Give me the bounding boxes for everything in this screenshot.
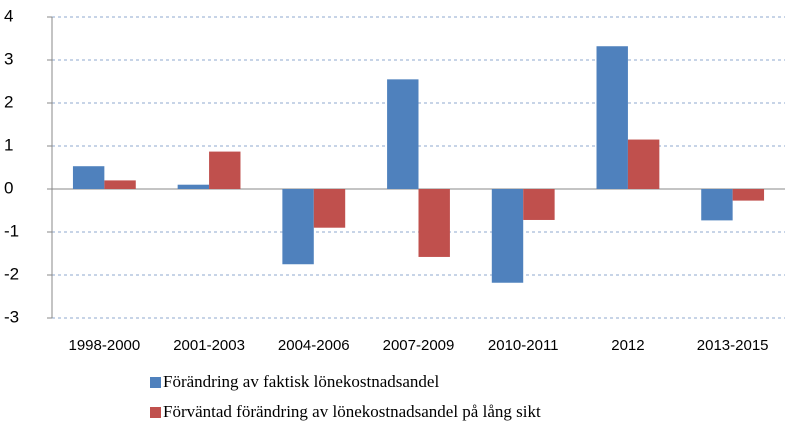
bar — [701, 189, 733, 221]
y-tick-label: -1 — [4, 221, 19, 240]
y-tick-label: 4 — [4, 6, 13, 25]
y-tick-label: -2 — [4, 264, 19, 283]
bar — [732, 189, 765, 201]
bar — [491, 189, 524, 283]
bar — [282, 189, 314, 265]
x-tick-label: 2004-2006 — [278, 337, 350, 354]
bar — [523, 189, 555, 220]
bar — [104, 180, 136, 189]
legend-swatch — [150, 377, 161, 388]
x-tick-label: 2010-2011 — [488, 337, 559, 354]
legend-label: Förändring av faktisk lönekostnadsandel — [163, 372, 439, 391]
bar — [627, 139, 660, 189]
x-tick-label: 2012 — [611, 337, 644, 354]
y-tick-label: 0 — [4, 178, 13, 197]
x-tick-label: 2007-2009 — [383, 337, 455, 354]
legend-swatch — [150, 407, 161, 418]
y-tick-label: 3 — [4, 49, 13, 68]
y-tick-label: 1 — [4, 135, 13, 154]
bar — [209, 151, 241, 189]
y-tick-label: 2 — [4, 92, 13, 111]
x-tick-label: 1998-2000 — [68, 337, 140, 354]
x-tick-label: 2013-2015 — [697, 337, 769, 354]
bar — [387, 79, 419, 189]
bar — [72, 166, 105, 189]
legend-label: Förväntad förändring av lönekostnadsande… — [163, 402, 541, 421]
bar — [177, 184, 210, 189]
bar — [313, 189, 346, 228]
x-tick-label: 2001-2003 — [173, 337, 245, 354]
y-tick-label: -3 — [4, 307, 19, 326]
bar — [418, 189, 450, 257]
bar — [596, 46, 628, 189]
